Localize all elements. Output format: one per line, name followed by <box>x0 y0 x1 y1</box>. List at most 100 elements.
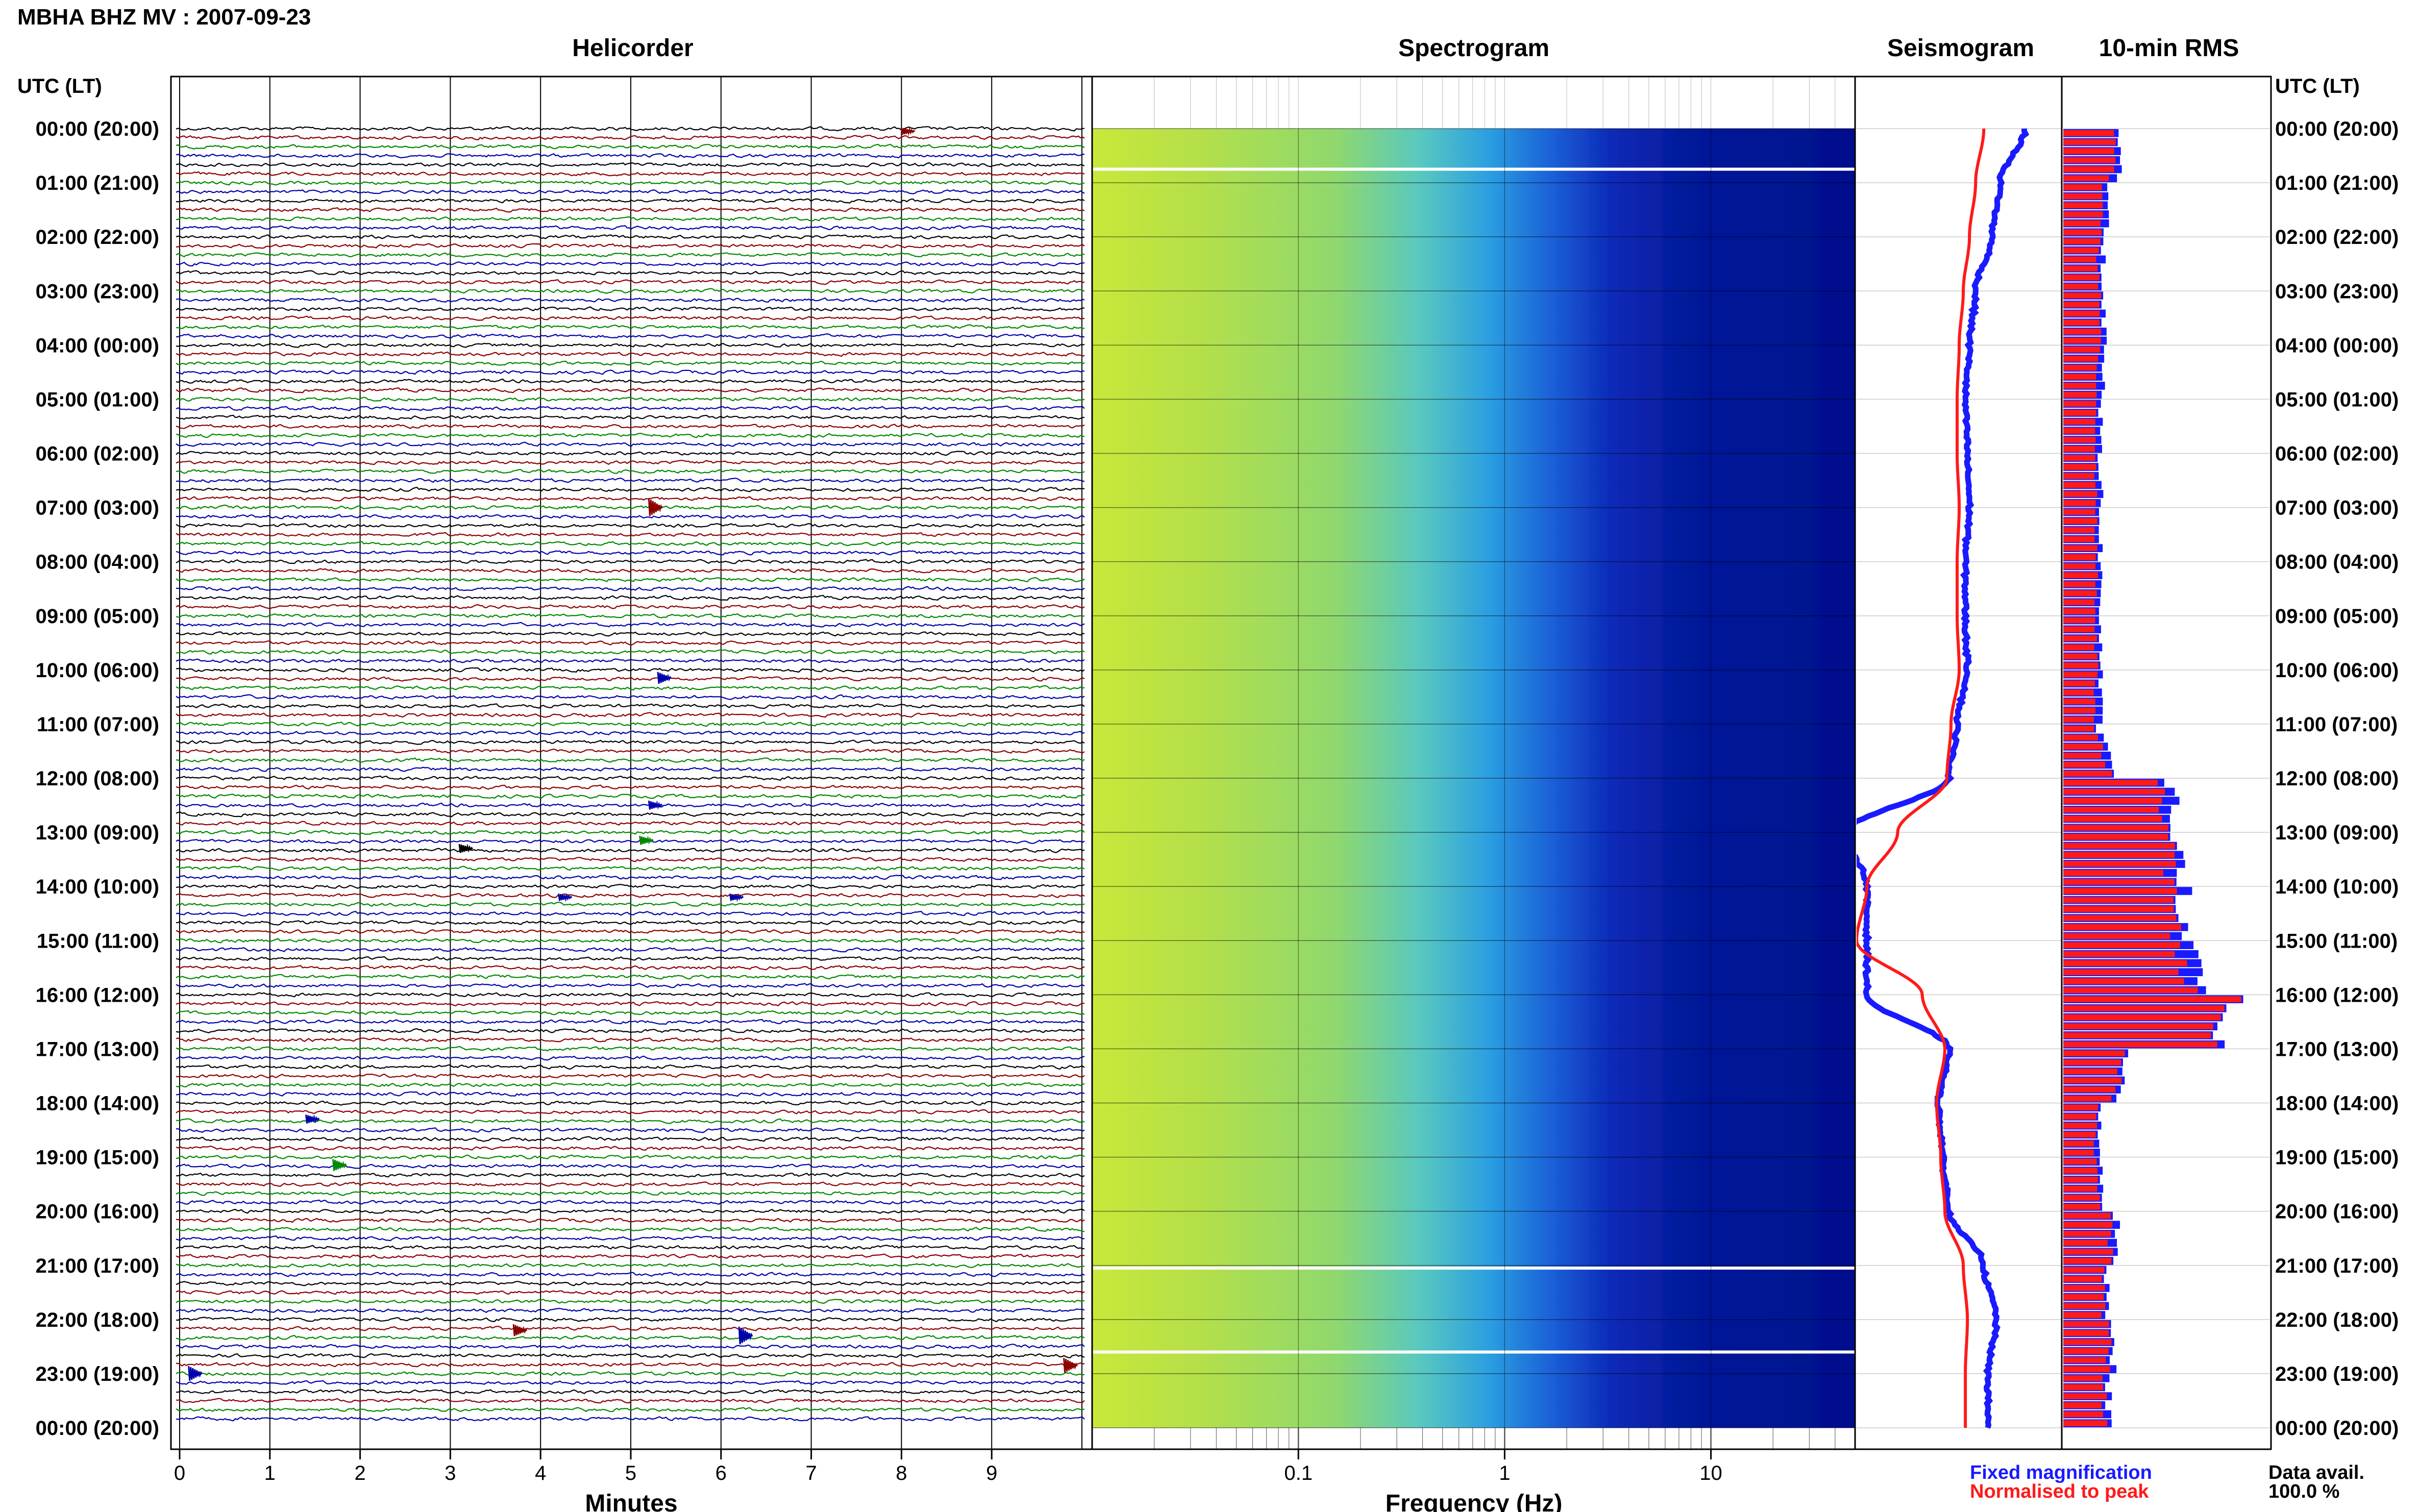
helicorder-trace <box>176 1262 1085 1268</box>
helicorder-trace <box>176 685 1085 691</box>
rms-bar-normalised <box>2063 410 2096 416</box>
rms-bar-normalised <box>2063 1149 2094 1156</box>
rms-bar-normalised <box>2063 861 2176 867</box>
time-label-right: 21:00 (17:00) <box>2275 1255 2399 1277</box>
helicorder-trace <box>176 784 1085 790</box>
rms-bar-normalised <box>2063 1104 2099 1111</box>
rms-bar-normalised <box>2063 563 2095 569</box>
rms-bar-normalised <box>2063 130 2114 136</box>
helicorder-trace <box>176 1046 1085 1052</box>
helicorder-trace <box>176 838 1085 844</box>
time-label-left: 09:00 (05:00) <box>36 605 159 628</box>
rms-bar-normalised <box>2063 590 2097 597</box>
helicorder-trace <box>176 1055 1085 1061</box>
time-label-right: 10:00 (06:00) <box>2275 659 2399 682</box>
spectrogram-data-gaps <box>1092 167 1855 1354</box>
helicorder-trace <box>176 1226 1085 1232</box>
helicorder-trace <box>176 739 1085 745</box>
helicorder-event <box>648 498 663 516</box>
helicorder-trace <box>176 1136 1085 1142</box>
helicorder-event <box>648 800 663 810</box>
rms-bar-normalised <box>2063 256 2096 263</box>
rms-grid <box>2063 128 2269 1428</box>
rms-bar-normalised <box>2063 220 2101 227</box>
helicorder-trace <box>176 1317 1085 1323</box>
spectrogram-tick-label: 1 <box>1499 1462 1510 1484</box>
rms-bar-normalised <box>2063 274 2100 281</box>
rms-bar-normalised <box>2063 1348 2109 1354</box>
rms-bar-normalised <box>2063 1077 2122 1084</box>
helicorder-tick-label: 9 <box>986 1462 997 1484</box>
rms-bar-normalised <box>2063 175 2109 182</box>
time-label-left: 04:00 (00:00) <box>36 334 159 357</box>
helicorder-trace <box>176 604 1085 610</box>
rms-bar-normalised <box>2063 1086 2116 1093</box>
helicorder-trace <box>176 369 1085 375</box>
rms-bar-normalised <box>2063 842 2175 849</box>
helicorder-trace <box>176 730 1085 736</box>
helicorder-traces <box>176 126 1085 1422</box>
helicorder-trace <box>176 143 1085 150</box>
helicorder-trace <box>176 433 1085 438</box>
helicorder-trace <box>176 1028 1085 1034</box>
helicorder-trace <box>176 279 1085 285</box>
helicorder-tick-label: 0 <box>174 1462 185 1484</box>
helicorder-trace <box>176 216 1085 221</box>
helicorder-event <box>738 1326 753 1345</box>
helicorder-trace <box>176 198 1085 204</box>
helicorder-event <box>639 835 654 845</box>
helicorder-trace <box>176 1398 1085 1404</box>
rms-bar-normalised <box>2063 1258 2112 1264</box>
rms-bar-normalised <box>2063 536 2095 542</box>
rms-bar-normalised <box>2063 319 2100 326</box>
rms-bar-normalised <box>2063 608 2095 614</box>
time-label-left: 16:00 (12:00) <box>36 984 159 1006</box>
helicorder-trace <box>176 1019 1085 1025</box>
rms-bar-normalised <box>2063 518 2097 524</box>
helicorder-trace <box>176 974 1085 980</box>
helicorder-trace <box>176 1235 1084 1242</box>
rms-bar-normalised <box>2063 554 2096 560</box>
rms-bar-normalised <box>2063 1366 2110 1372</box>
helicorder-trace <box>176 983 1085 988</box>
helicorder-trace <box>176 964 1085 971</box>
helicorder-trace <box>176 875 1085 880</box>
time-label-left: 03:00 (23:00) <box>36 280 159 303</box>
helicorder-event <box>729 893 744 902</box>
helicorder-tick-label: 1 <box>264 1462 276 1484</box>
helicorder-trace <box>176 261 1085 267</box>
helicorder-trace <box>176 451 1085 456</box>
rms-bar-normalised <box>2063 1032 2211 1038</box>
helicorder-trace <box>176 1218 1085 1223</box>
rms-bar-normalised <box>2063 870 2163 876</box>
helicorder-trace <box>176 252 1085 258</box>
helicorder-trace <box>176 378 1085 384</box>
rms-bar-normalised <box>2063 635 2097 641</box>
rms-bar-normalised <box>2063 924 2182 930</box>
time-label-right: 22:00 (18:00) <box>2275 1309 2399 1331</box>
time-label-right: 01:00 (21:00) <box>2275 172 2399 194</box>
time-label-right: 15:00 (11:00) <box>2275 930 2398 952</box>
rms-bar-normalised <box>2063 815 2162 822</box>
rms-bar-normalised <box>2063 906 2174 912</box>
rms-bars <box>2063 129 2243 1427</box>
rms-bar-normalised <box>2063 202 2103 209</box>
helicorder-trace <box>176 180 1085 186</box>
time-label-left: 10:00 (06:00) <box>36 659 159 682</box>
helicorder-trace <box>176 1344 1085 1350</box>
rms-bar-normalised <box>2063 1312 2102 1318</box>
helicorder-trace <box>176 821 1085 826</box>
data-avail-label: Data avail. <box>2268 1462 2364 1483</box>
rms-bar-normalised <box>2063 671 2097 678</box>
helicorder-trace <box>176 640 1085 646</box>
time-label-right: 05:00 (01:00) <box>2275 388 2399 411</box>
rms-bar-normalised <box>2063 960 2187 966</box>
helicorder-trace <box>176 1208 1085 1214</box>
helicorder-tick-label: 7 <box>805 1462 817 1484</box>
rms-bar-normalised <box>2063 852 2175 858</box>
seismogram-frame <box>1854 76 2063 1450</box>
rms-bar-normalised <box>2063 1402 2102 1408</box>
rms-bar-normalised <box>2063 247 2099 254</box>
rms-bar-normalised <box>2063 1122 2097 1129</box>
helicorder-trace <box>176 649 1085 655</box>
